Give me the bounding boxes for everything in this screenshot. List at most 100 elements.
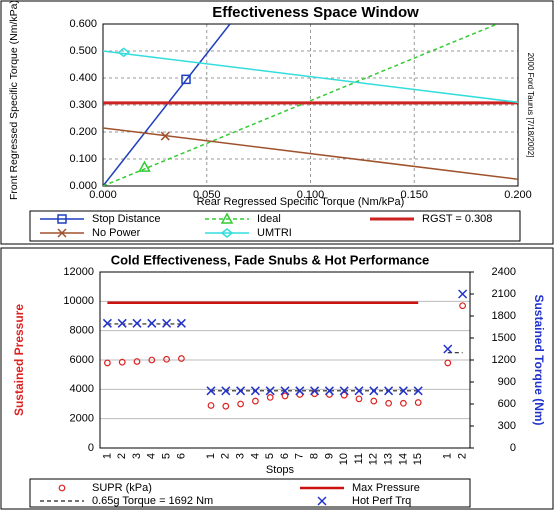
data-marker — [370, 397, 378, 405]
y-tick-label: 2000 — [70, 413, 94, 425]
x-tick-label: 3 — [131, 453, 143, 459]
data-marker — [265, 386, 275, 396]
x-tick-label: 1 — [442, 453, 454, 459]
x-tick-label: 10 — [338, 453, 350, 465]
data-marker — [339, 386, 349, 396]
y2-tick-label: 1200 — [492, 354, 516, 366]
data-marker — [118, 358, 126, 366]
legend-label: Stop Distance — [92, 213, 160, 225]
data-marker — [324, 386, 334, 396]
data-marker — [103, 359, 111, 367]
y-tick-label: 0.500 — [69, 45, 97, 57]
y2-tick-label: 300 — [498, 420, 516, 432]
data-marker — [340, 391, 348, 399]
y-tick-label: 10000 — [63, 295, 94, 307]
x-tick-label: 9 — [323, 453, 335, 459]
data-marker — [162, 318, 172, 328]
x-tick-label: 15 — [412, 453, 424, 465]
legend-marker — [57, 228, 67, 238]
bottom-legend-box — [29, 478, 471, 508]
data-marker — [266, 394, 274, 401]
data-marker — [355, 395, 363, 403]
y-tick-label: 8000 — [70, 325, 94, 337]
legend-marker — [57, 214, 67, 224]
series-line — [103, 24, 231, 186]
series-line — [107, 323, 463, 392]
x-tick-label: 5 — [264, 453, 276, 459]
y2-tick-label: 1500 — [492, 332, 516, 344]
legend-label: SUPR (kPa) — [92, 482, 152, 494]
data-marker — [369, 386, 379, 396]
legend-label: RGST = 0.308 — [422, 213, 492, 225]
x-tick-label: 0.200 — [504, 189, 532, 201]
data-marker — [414, 399, 422, 406]
x-tick-label: 7 — [294, 453, 306, 459]
y2-tick-label: 2400 — [492, 266, 516, 278]
x-tick-label: 1 — [101, 453, 113, 459]
y-tick-label: 0.000 — [69, 180, 97, 192]
y-tick-label: 0.100 — [69, 153, 97, 165]
legend-marker — [220, 228, 234, 238]
plot-frame — [102, 23, 519, 187]
x-tick-label: 0.000 — [89, 189, 117, 201]
x-tick-label: 2 — [220, 453, 232, 459]
x-tick-label: 3 — [235, 453, 247, 459]
legend-label: No Power — [92, 227, 141, 239]
data-marker — [132, 318, 142, 328]
data-marker — [459, 302, 467, 310]
plot-frame — [99, 271, 471, 449]
top-legend-box — [29, 210, 521, 242]
data-marker — [176, 318, 186, 328]
x-tick-label: 2 — [457, 453, 469, 459]
data-marker — [310, 386, 320, 396]
y2-tick-label: 600 — [498, 398, 516, 410]
data-marker — [384, 386, 394, 396]
data-marker — [236, 386, 246, 396]
y-tick-label: 0.200 — [69, 126, 97, 138]
x-tick-label: 6 — [279, 453, 291, 459]
data-marker — [221, 386, 231, 396]
x-tick-label: 0.150 — [400, 189, 428, 201]
legend-label: Hot Perf Trq — [352, 495, 411, 507]
data-marker — [413, 386, 423, 396]
data-marker — [237, 400, 245, 408]
chart-title: Cold Effectiveness, Fade Snubs & Hot Per… — [111, 252, 430, 267]
data-marker — [280, 386, 290, 396]
legend-label: Ideal — [257, 213, 281, 225]
legend-marker — [220, 212, 234, 224]
x-tick-label: 11 — [353, 453, 365, 464]
x-tick-label: 12 — [368, 453, 380, 465]
y-axis-title: Front Regressed Specific Torque (Nm/kPa) — [8, 0, 20, 200]
top-panel — [0, 0, 554, 245]
y2-tick-label: 2100 — [492, 288, 516, 300]
y-tick-label: 0.400 — [69, 72, 97, 84]
x-tick-label: 0.050 — [193, 189, 221, 201]
y-tick-label: 4000 — [70, 383, 94, 395]
data-marker — [160, 131, 170, 141]
y-tick-label: 6000 — [70, 354, 94, 366]
x-tick-label: 4 — [146, 453, 158, 459]
y2-tick-label: 900 — [498, 376, 516, 388]
data-marker — [138, 160, 151, 172]
x-axis-title: Stops — [266, 464, 295, 476]
data-marker — [133, 358, 141, 365]
x-tick-label: 4 — [249, 453, 261, 459]
data-marker — [117, 318, 127, 328]
legend-label: 0.65g Torque = 1692 Nm — [92, 495, 213, 507]
data-marker — [385, 399, 393, 407]
series-line — [103, 24, 498, 186]
x-tick-label: 5 — [161, 453, 173, 459]
y-axis-title: Sustained Pressure — [12, 304, 26, 416]
data-marker — [400, 399, 407, 407]
x-axis-title: Rear Regressed Specific Torque (Nm/kPa) — [197, 196, 405, 208]
data-marker — [163, 355, 171, 363]
x-tick-label: 0.100 — [297, 189, 325, 201]
x-tick-label: 8 — [309, 453, 321, 459]
data-marker — [443, 344, 453, 354]
data-marker — [398, 386, 408, 396]
x-tick-label: 1 — [205, 453, 217, 459]
data-marker — [147, 318, 157, 328]
y-tick-label: 0 — [88, 442, 94, 454]
